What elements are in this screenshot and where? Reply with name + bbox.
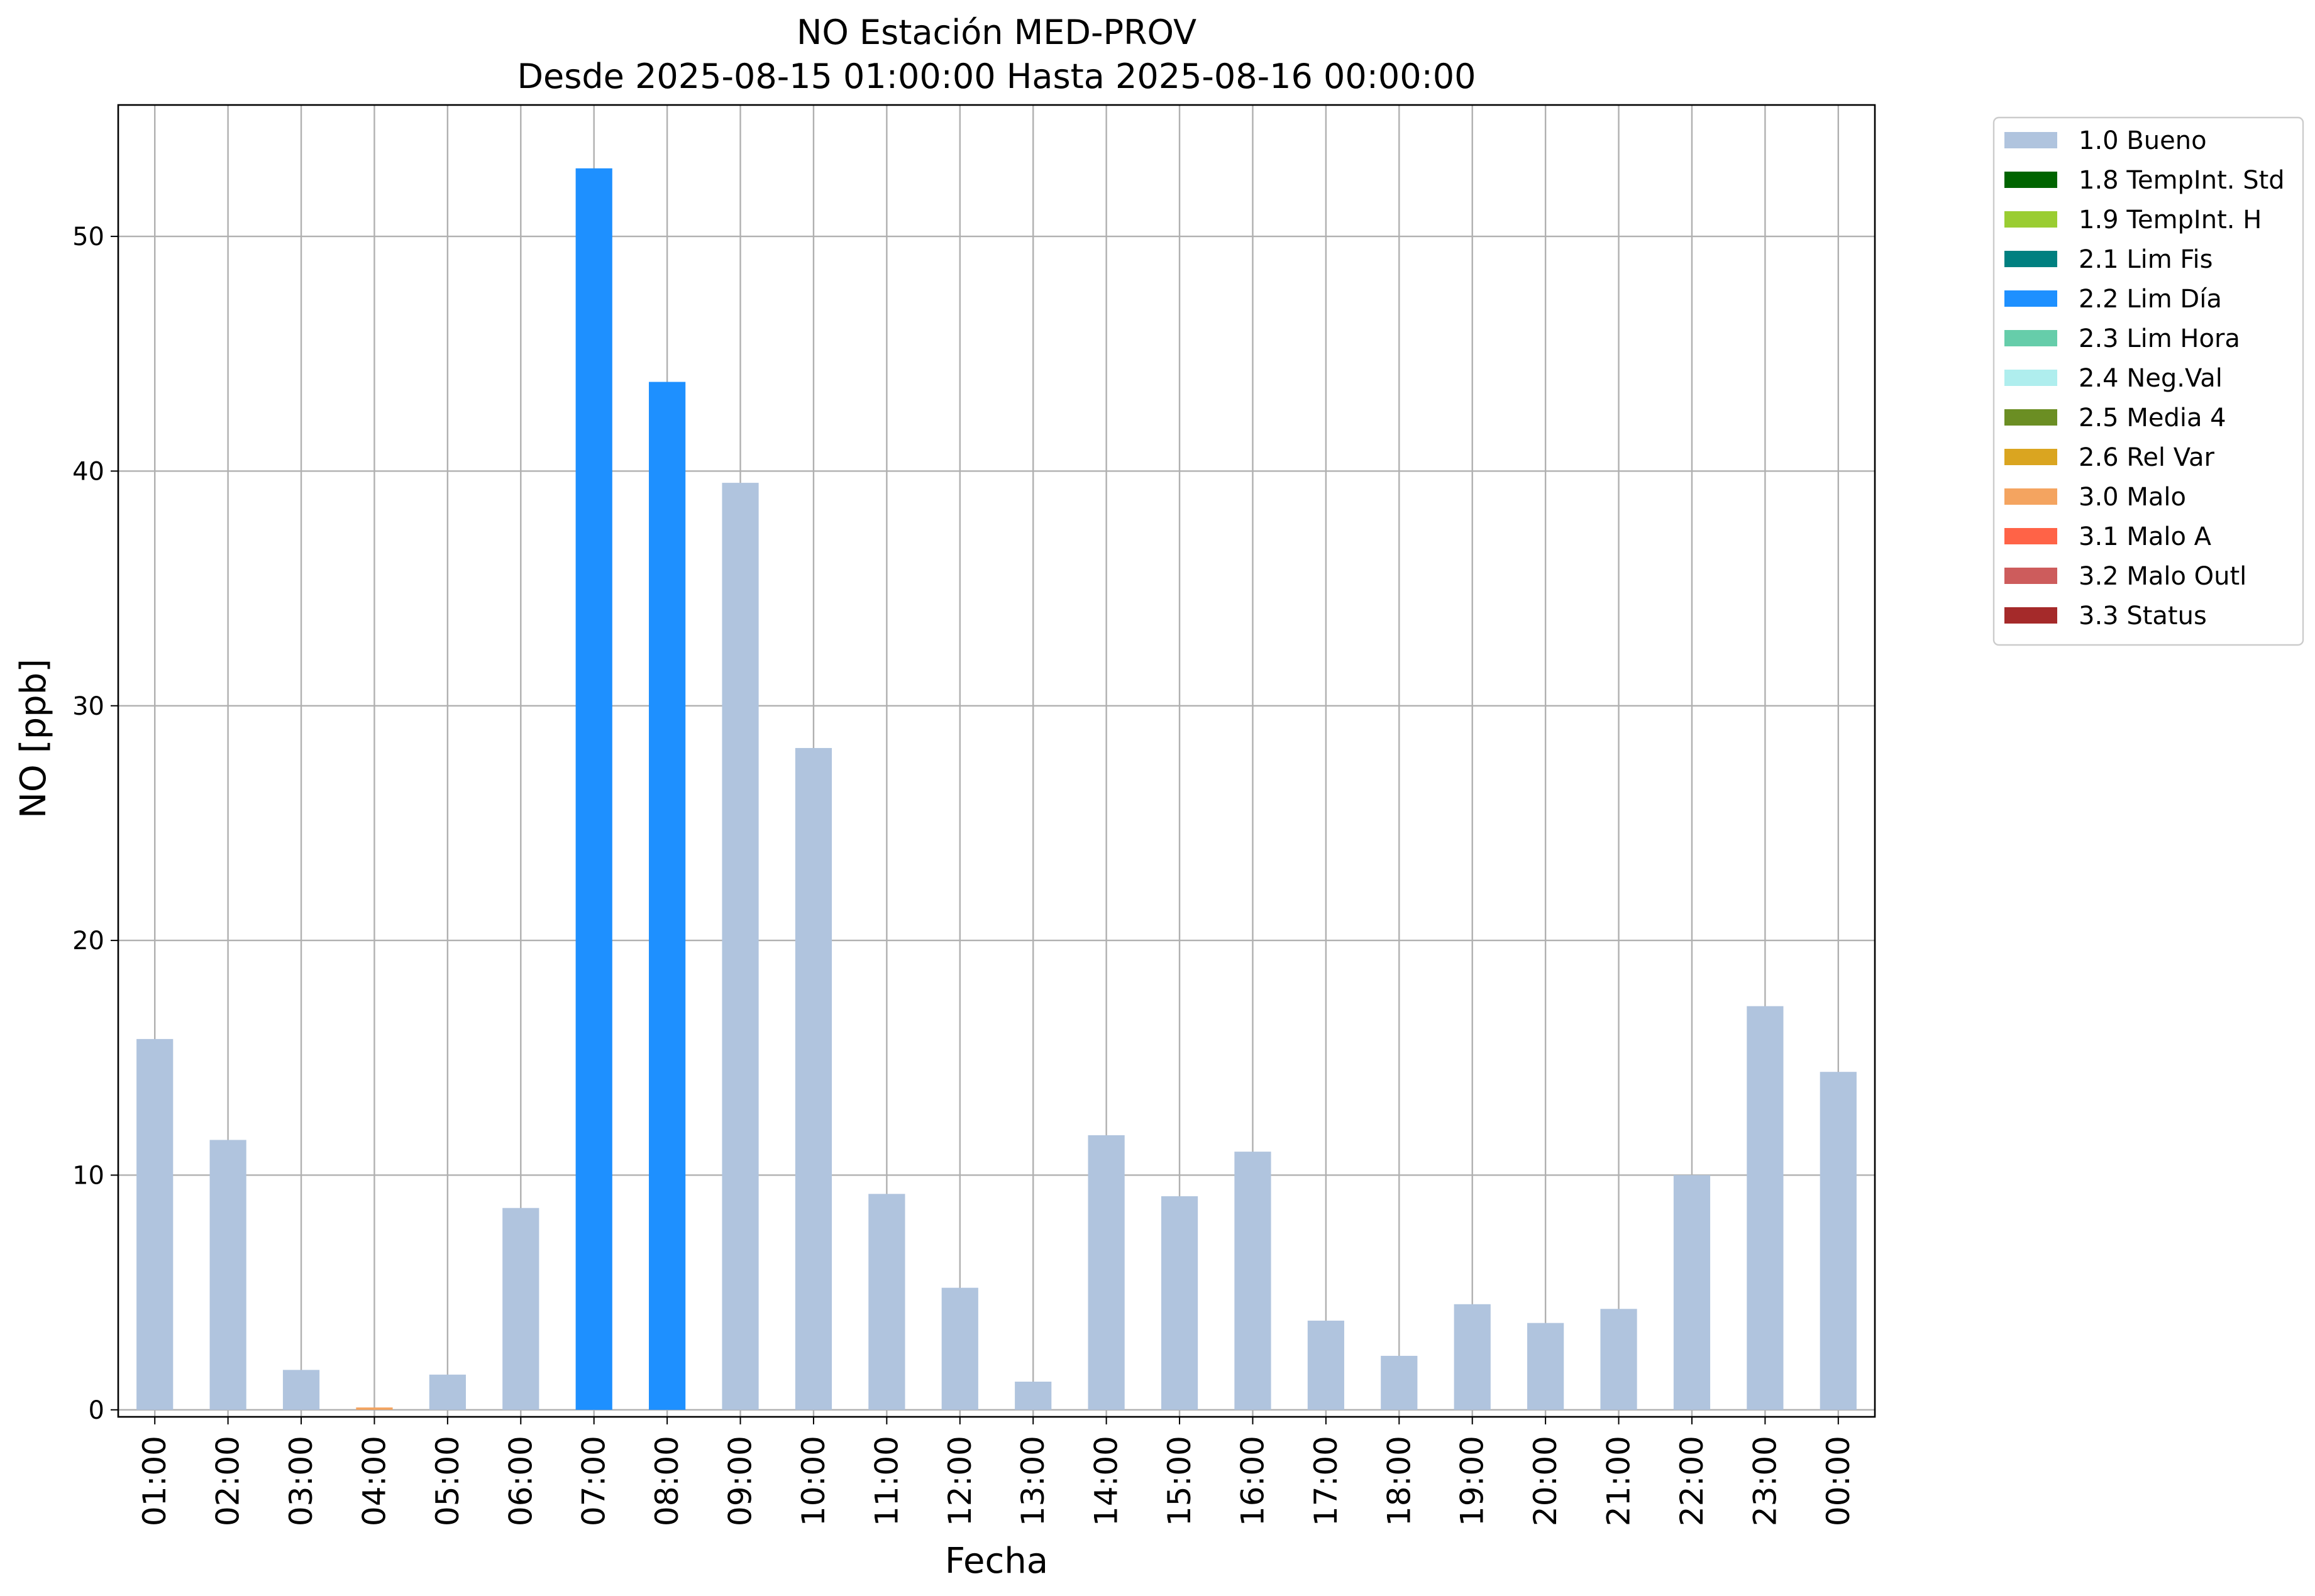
x-tick-label: 14:00: [1088, 1436, 1125, 1526]
bar: [1015, 1381, 1052, 1410]
x-tick-label: 09:00: [722, 1436, 759, 1526]
x-tick-label: 18:00: [1381, 1436, 1417, 1526]
legend-label: 1.9 TempInt. H: [2079, 206, 2262, 234]
legend-swatch: [2004, 251, 2057, 267]
bar: [1307, 1320, 1344, 1410]
x-tick-label: 12:00: [942, 1436, 978, 1526]
bar: [209, 1140, 246, 1410]
legend-swatch: [2004, 211, 2057, 228]
x-tick-label: 15:00: [1161, 1436, 1198, 1526]
x-tick-label: 13:00: [1015, 1436, 1051, 1526]
x-tick-label: 17:00: [1308, 1436, 1344, 1526]
x-tick-label: 23:00: [1747, 1436, 1783, 1526]
legend-swatch: [2004, 488, 2057, 505]
legend-label: 2.5 Media 4: [2079, 404, 2226, 432]
bar: [649, 382, 686, 1410]
y-tick-label: 0: [89, 1396, 104, 1425]
legend-swatch: [2004, 330, 2057, 346]
bar: [356, 1407, 393, 1410]
legend-swatch: [2004, 370, 2057, 386]
x-tick-label: 07:00: [576, 1436, 612, 1526]
bars: [136, 168, 1857, 1410]
legend-swatch: [2004, 290, 2057, 307]
axes: 0 10 20 30 40 50 01:00 02:00 03:00 04:00 05:00 06:0…: [72, 223, 1857, 1526]
x-tick-label: 11:00: [868, 1436, 905, 1526]
bar: [282, 1370, 320, 1410]
y-tick-label: 10: [72, 1161, 104, 1190]
x-tick-label: 05:00: [429, 1436, 466, 1526]
chart-title: NO Estación MED-PROV: [797, 13, 1196, 52]
bar: [575, 168, 612, 1410]
bar: [1527, 1323, 1564, 1410]
legend-swatch: [2004, 528, 2057, 544]
legend-label: 3.3 Status: [2079, 602, 2207, 630]
bar: [429, 1374, 466, 1410]
legend-swatch: [2004, 132, 2057, 148]
y-tick-label: 20: [72, 927, 104, 955]
chart-subtitle: Desde 2025-08-15 01:00:00 Hasta 2025-08-…: [517, 57, 1476, 96]
x-tick-label: 03:00: [283, 1436, 319, 1526]
bar: [1600, 1309, 1637, 1410]
x-tick-label: 19:00: [1454, 1436, 1491, 1526]
bar: [868, 1194, 905, 1410]
legend-label: 3.1 Malo A: [2079, 522, 2212, 551]
x-tick-label: 00:00: [1820, 1436, 1857, 1526]
bar: [1747, 1006, 1784, 1410]
legend: 1.0 Bueno 1.8 TempInt. Std 1.9 TempInt. H 2…: [1992, 116, 2304, 646]
legend-label: 2.1 Lim Fis: [2079, 245, 2213, 274]
legend-swatch: [2004, 409, 2057, 426]
bar: [1381, 1355, 1418, 1410]
y-tick-label: 30: [72, 692, 104, 721]
x-tick-label: 02:00: [210, 1436, 246, 1526]
y-tick-label: 40: [72, 457, 104, 486]
x-tick-label: 20:00: [1527, 1436, 1564, 1526]
legend-label: 3.2 Malo Outl: [2079, 562, 2246, 591]
x-tick-label: 16:00: [1234, 1436, 1271, 1526]
y-tick-label: 50: [72, 223, 104, 251]
bar: [722, 483, 759, 1410]
legend-swatch: [2004, 449, 2057, 465]
bar: [1820, 1072, 1857, 1410]
x-axis-label: Fecha: [945, 1541, 1048, 1582]
bar: [1088, 1135, 1125, 1410]
bar: [1234, 1152, 1271, 1410]
legend-label: 1.0 Bueno: [2079, 126, 2207, 155]
bar: [941, 1287, 978, 1410]
bar: [795, 747, 832, 1410]
legend-label: 1.8 TempInt. Std: [2079, 166, 2285, 195]
x-tick-label: 22:00: [1674, 1436, 1710, 1526]
bar: [136, 1038, 174, 1410]
x-tick-label: 01:00: [136, 1436, 173, 1526]
legend-swatch: [2004, 172, 2057, 188]
x-tick-label: 08:00: [649, 1436, 685, 1526]
legend-frame: [1992, 116, 2304, 646]
y-axis-label: NO [ppb]: [13, 659, 54, 818]
legend-label: 2.4 Neg.Val: [2079, 364, 2223, 393]
x-tick-label: 06:00: [502, 1436, 539, 1526]
legend-label: 2.2 Lim Día: [2079, 285, 2222, 314]
bar: [1673, 1175, 1711, 1410]
bar: [502, 1208, 539, 1410]
bar: [1161, 1196, 1198, 1410]
legend-label: 2.6 Rel Var: [2079, 443, 2215, 472]
legend-swatch: [2004, 568, 2057, 584]
legend-swatch: [2004, 607, 2057, 624]
plot-frame: [117, 104, 1876, 1418]
bar: [1454, 1304, 1491, 1410]
x-tick-label: 04:00: [356, 1436, 392, 1526]
x-tick-label: 21:00: [1601, 1436, 1637, 1526]
legend-label: 3.0 Malo: [2079, 483, 2186, 512]
x-tick-label: 10:00: [795, 1436, 832, 1526]
legend-label: 2.3 Lim Hora: [2079, 324, 2240, 353]
